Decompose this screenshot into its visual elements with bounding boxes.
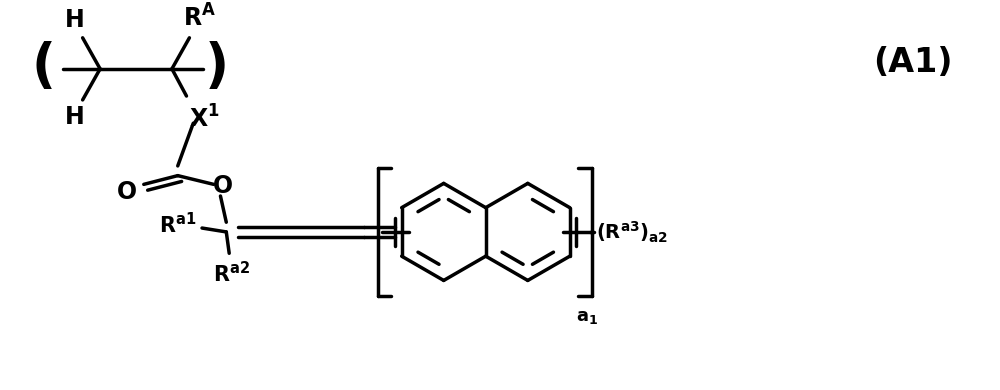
Text: (A1): (A1) <box>873 46 952 78</box>
Text: H: H <box>65 105 85 129</box>
Text: H: H <box>65 8 85 32</box>
Text: ): ) <box>205 41 229 93</box>
Text: $\mathbf{R^{a1}}$: $\mathbf{R^{a1}}$ <box>159 211 196 237</box>
Text: O: O <box>117 180 137 204</box>
Text: $\mathbf{a_1}$: $\mathbf{a_1}$ <box>576 308 598 326</box>
Text: (: ( <box>32 41 56 93</box>
Text: $\mathbf{(R^{a3})_{a2}}$: $\mathbf{(R^{a3})_{a2}}$ <box>596 219 668 245</box>
Text: $\mathbf{R^{a2}}$: $\mathbf{R^{a2}}$ <box>213 261 250 286</box>
Text: $\mathbf{R^A}$: $\mathbf{R^A}$ <box>183 5 216 32</box>
Text: O: O <box>213 174 233 198</box>
Text: $\mathbf{X^1}$: $\mathbf{X^1}$ <box>189 106 219 133</box>
